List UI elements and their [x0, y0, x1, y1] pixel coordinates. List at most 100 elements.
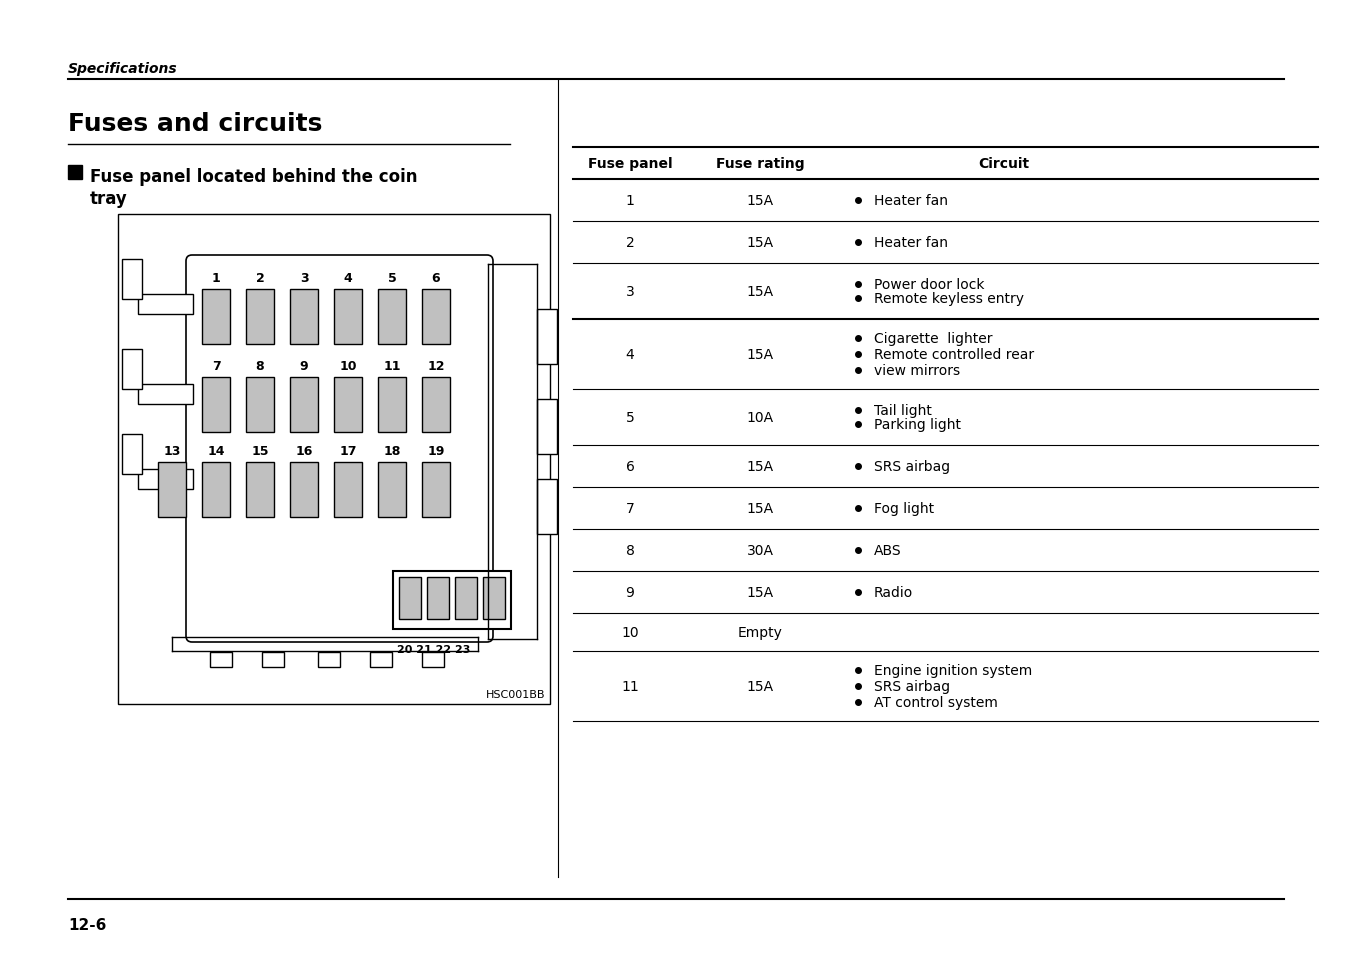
Bar	[118, 214, 550, 704]
Bar	[246, 377, 274, 433]
Bar	[210, 652, 233, 667]
Text: 9: 9	[300, 359, 308, 373]
Bar	[427, 578, 449, 619]
Bar	[399, 578, 420, 619]
Text: 14: 14	[207, 444, 224, 457]
Text: Fuse panel located behind the coin: Fuse panel located behind the coin	[91, 168, 418, 186]
Bar	[201, 462, 230, 517]
Bar	[289, 290, 318, 345]
Bar	[262, 652, 284, 667]
Bar	[456, 578, 477, 619]
Text: 15: 15	[251, 444, 269, 457]
Text: HSC001BB: HSC001BB	[485, 689, 545, 700]
Text: 7: 7	[626, 501, 634, 516]
Text: Cigarette  lighter: Cigarette lighter	[873, 332, 992, 346]
Text: Heater fan: Heater fan	[873, 235, 948, 250]
Bar	[246, 290, 274, 345]
Text: ABS: ABS	[873, 543, 902, 558]
Bar	[422, 290, 450, 345]
Bar	[289, 377, 318, 433]
Text: 1: 1	[626, 193, 634, 208]
Text: 10A: 10A	[746, 411, 773, 424]
Text: AT control system: AT control system	[873, 696, 998, 709]
Bar	[289, 462, 318, 517]
Text: SRS airbag: SRS airbag	[873, 459, 950, 474]
Bar	[201, 377, 230, 433]
Bar	[122, 350, 142, 390]
Bar	[393, 572, 511, 629]
Text: 3: 3	[626, 285, 634, 298]
Text: Fog light: Fog light	[873, 501, 934, 516]
Bar	[379, 290, 406, 345]
Text: 9: 9	[626, 585, 634, 599]
Text: 15A: 15A	[746, 585, 773, 599]
Bar	[537, 399, 557, 455]
Text: view mirrors: view mirrors	[873, 364, 960, 377]
Bar	[334, 462, 362, 517]
Text: 8: 8	[626, 543, 634, 558]
Text: 15A: 15A	[746, 285, 773, 298]
Text: 2: 2	[256, 272, 265, 285]
Text: 15A: 15A	[746, 235, 773, 250]
Text: 30A: 30A	[746, 543, 773, 558]
Bar	[201, 290, 230, 345]
Bar	[334, 377, 362, 433]
Text: 5: 5	[388, 272, 396, 285]
Text: 15A: 15A	[746, 501, 773, 516]
Text: Radio: Radio	[873, 585, 913, 599]
Text: 7: 7	[212, 359, 220, 373]
Text: Empty: Empty	[738, 625, 783, 639]
Bar	[370, 652, 392, 667]
Bar	[122, 435, 142, 475]
Text: 1: 1	[212, 272, 220, 285]
Text: Tail light: Tail light	[873, 403, 932, 417]
Text: 12: 12	[427, 359, 445, 373]
Text: Parking light: Parking light	[873, 417, 961, 432]
Bar	[422, 462, 450, 517]
Text: Fuses and circuits: Fuses and circuits	[68, 112, 322, 136]
Text: 2: 2	[626, 235, 634, 250]
Text: 15A: 15A	[746, 193, 773, 208]
Text: 11: 11	[383, 359, 400, 373]
Text: SRS airbag: SRS airbag	[873, 679, 950, 693]
Text: 8: 8	[256, 359, 264, 373]
Text: Remote keyless entry: Remote keyless entry	[873, 292, 1023, 306]
Bar	[68, 166, 82, 180]
Text: Heater fan: Heater fan	[873, 193, 948, 208]
Text: 15A: 15A	[746, 679, 773, 693]
Text: Circuit: Circuit	[979, 157, 1030, 171]
Text: Power door lock: Power door lock	[873, 277, 984, 292]
Text: 19: 19	[427, 444, 445, 457]
Text: 11: 11	[621, 679, 639, 693]
Text: Engine ignition system: Engine ignition system	[873, 663, 1032, 678]
Text: 15A: 15A	[746, 459, 773, 474]
Bar	[138, 470, 193, 490]
Text: 20 21 22 23: 20 21 22 23	[397, 644, 470, 655]
Bar	[537, 310, 557, 365]
Text: 3: 3	[300, 272, 308, 285]
Text: 4: 4	[626, 348, 634, 361]
Bar	[318, 652, 339, 667]
Text: 12-6: 12-6	[68, 917, 107, 932]
Text: Remote controlled rear: Remote controlled rear	[873, 348, 1034, 361]
Text: tray: tray	[91, 190, 127, 208]
Text: 15A: 15A	[746, 348, 773, 361]
Bar	[138, 385, 193, 405]
Text: 6: 6	[431, 272, 441, 285]
Text: 6: 6	[626, 459, 634, 474]
Text: 10: 10	[621, 625, 638, 639]
Bar	[334, 290, 362, 345]
Bar	[158, 462, 187, 517]
Bar	[537, 479, 557, 535]
Text: Fuse panel: Fuse panel	[588, 157, 672, 171]
FancyBboxPatch shape	[187, 255, 493, 642]
Bar	[246, 462, 274, 517]
Text: 5: 5	[626, 411, 634, 424]
Bar	[122, 260, 142, 299]
Bar	[422, 652, 443, 667]
Text: 10: 10	[339, 359, 357, 373]
Bar	[138, 294, 193, 314]
Bar	[483, 578, 506, 619]
Text: 4: 4	[343, 272, 353, 285]
Text: 13: 13	[164, 444, 181, 457]
